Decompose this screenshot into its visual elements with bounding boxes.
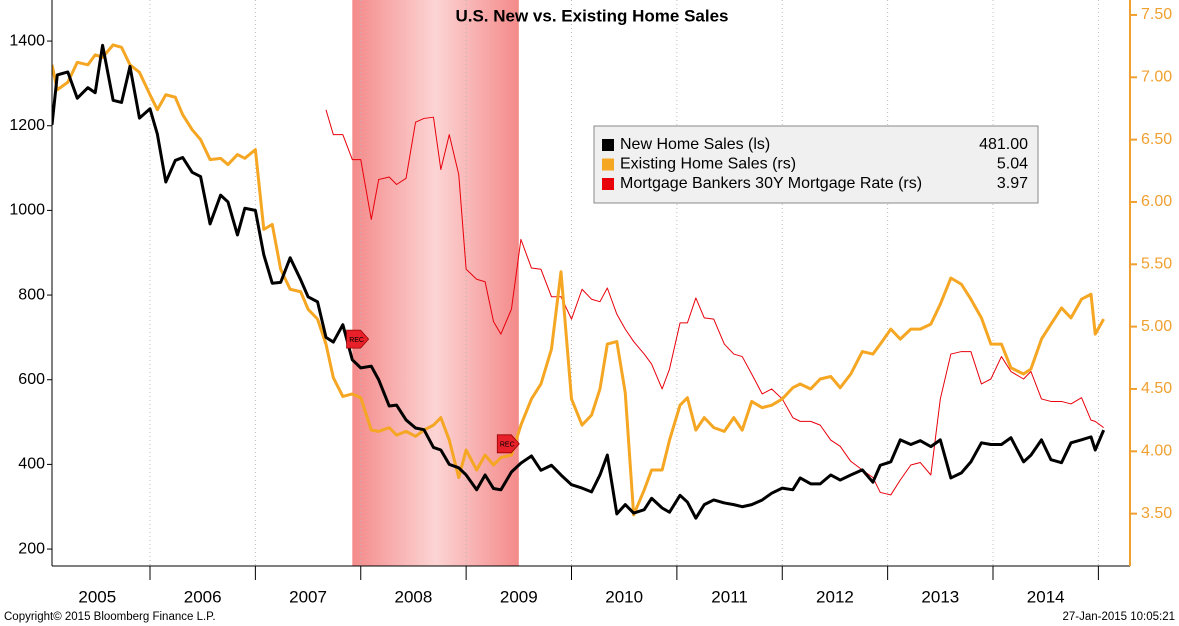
rec-marker: REC (496, 434, 520, 454)
rec-label: REC (500, 442, 515, 449)
legend-label: Mortgage Bankers 30Y Mortgage Rate (rs) (620, 175, 922, 192)
legend-box (593, 125, 1039, 204)
y2-tick-label: 3.50 (1141, 505, 1172, 522)
y-tick-label: 400 (18, 456, 45, 473)
x-tick-label: 2009 (500, 587, 538, 606)
y2-tick-label: 6.00 (1141, 193, 1172, 210)
y2-tick-label: 4.00 (1141, 443, 1172, 460)
x-tick-label: 2010 (605, 587, 643, 606)
legend-label: Existing Home Sales (rs) (620, 156, 796, 173)
footer-timestamp: 27-Jan-2015 10:05:21 (1062, 611, 1175, 623)
legend-value: 5.04 (997, 156, 1028, 173)
x-tick-label: 2008 (395, 587, 433, 606)
series-line (52, 43, 1106, 520)
legend: New Home Sales (ls) 481.00 Existing Home S… (593, 125, 1039, 204)
y2-tick-label: 6.50 (1141, 131, 1172, 148)
legend-swatch (602, 158, 614, 171)
x-tick-label: 2011 (711, 587, 748, 606)
x-axis-labels: 2005 2006 2007 2008 2009 2010 2011 2012 2013 2014… (78, 587, 1170, 606)
series-line (52, 43, 1105, 517)
x-tick-label: 2005 (78, 587, 116, 606)
rec-marker-shape (496, 434, 520, 454)
y-tick-label: 1400 (9, 32, 45, 49)
footer-copyright: Copyright© 2015 Bloomberg Finance L.P. (4, 611, 216, 623)
y-tick-label: 1200 (9, 117, 45, 134)
y2-tick-label: 5.50 (1141, 256, 1172, 273)
x-tick-label: 2015 (1132, 587, 1170, 606)
y2-tick-label: 7.50 (1141, 6, 1172, 23)
legend-swatch (602, 178, 614, 190)
chart-title: U.S. New vs. Existing Home Sales (455, 6, 728, 25)
axes: 200 400 600 800 1000 1200 1400 3.50 4.00 4.50 5.00… (9, 0, 1172, 580)
y2-tick-label: 4.50 (1141, 380, 1172, 397)
x-tick-label: 2007 (289, 587, 327, 606)
legend-swatch (602, 139, 614, 151)
rec-marker: REC (346, 329, 370, 349)
y2-tick-label: 7.00 (1141, 69, 1172, 86)
series-line (325, 109, 1104, 496)
x-tick-label: 2014 (1027, 587, 1065, 606)
y-tick-label: 1000 (9, 202, 45, 219)
legend-value: 3.97 (997, 175, 1028, 192)
legend-value: 481.00 (979, 136, 1028, 153)
y-tick-label: 800 (18, 286, 45, 303)
x-tick-label: 2012 (816, 587, 854, 606)
y2-tick-label: 5.00 (1141, 318, 1172, 335)
x-tick-label: 2006 (184, 587, 222, 606)
rec-label: REC (349, 337, 364, 344)
legend-label: New Home Sales (ls) (620, 136, 770, 153)
y-tick-label: 200 (18, 540, 45, 557)
rec-marker-shape (346, 329, 370, 349)
recession-shade (352, 0, 519, 566)
x-tick-label: 2013 (921, 587, 959, 606)
plot-area: REC REC (52, 0, 1106, 566)
y-tick-label: 600 (18, 371, 45, 388)
